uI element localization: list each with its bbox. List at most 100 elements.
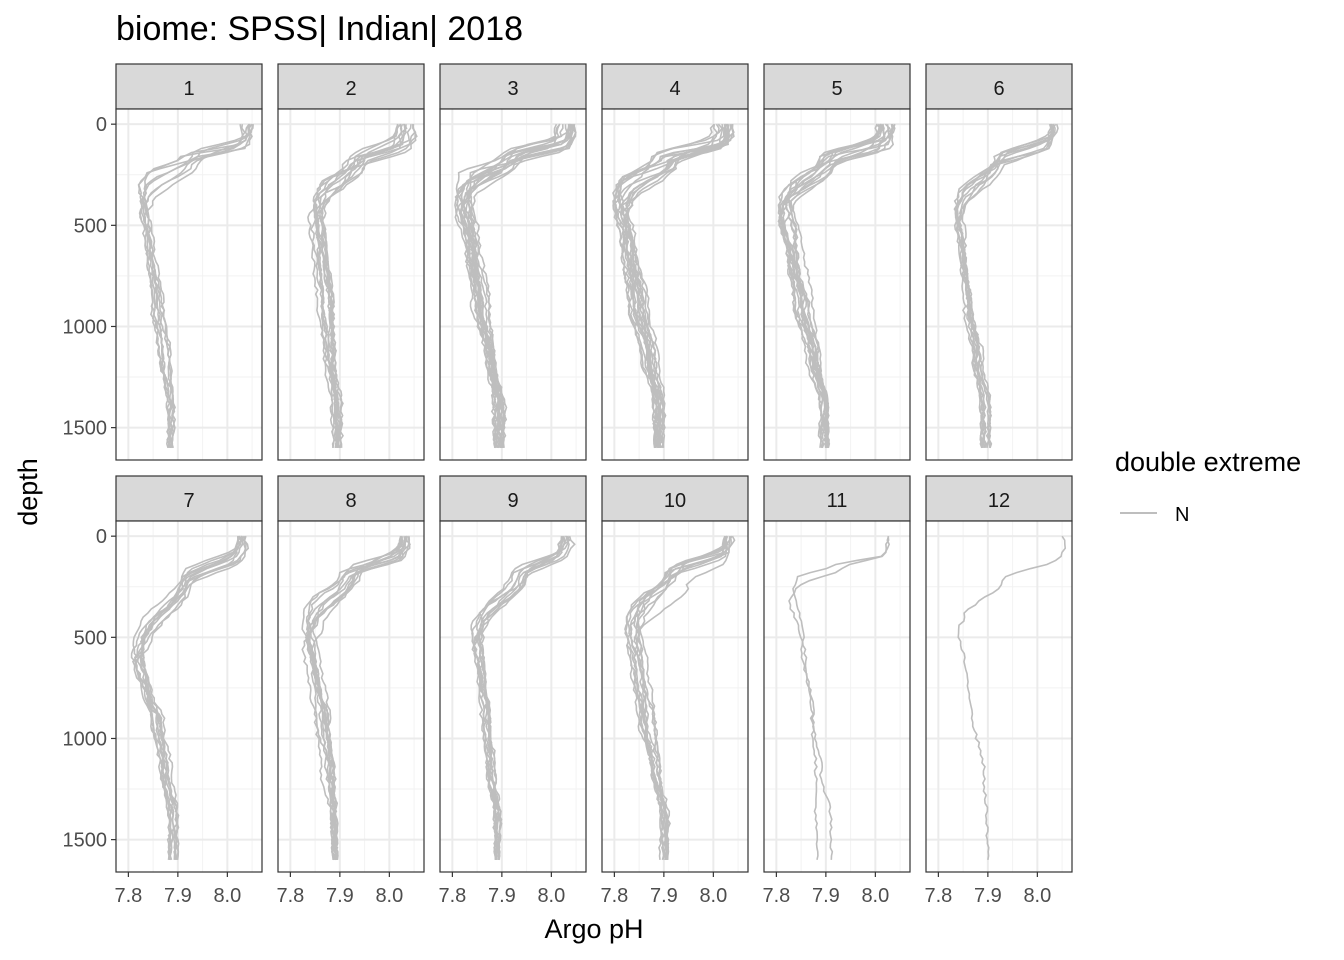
- x-tick-label: 7.9: [650, 885, 678, 907]
- panel-border: [925, 108, 1073, 461]
- profile-line: [305, 535, 404, 861]
- profile-line: [634, 536, 732, 860]
- y-tick-label: 500: [74, 215, 107, 237]
- x-tick-label: 7.9: [164, 885, 192, 907]
- x-tick-label: 8.0: [375, 885, 403, 907]
- profile-line: [618, 124, 735, 449]
- profile-line: [455, 124, 568, 449]
- x-tick-label: 7.9: [974, 885, 1002, 907]
- x-tick-label: 7.9: [812, 885, 840, 907]
- facet-panel-10: 10 7.8 7.9 8.0: [600, 475, 749, 907]
- profile-line: [622, 124, 730, 449]
- facet-strip-label: 6: [993, 78, 1004, 100]
- panel-background: [278, 109, 424, 460]
- facet-panel-11: 11 7.8 7.9 8.0: [762, 475, 911, 907]
- y-axis-title: depth: [13, 458, 43, 526]
- profile-line: [953, 123, 1057, 449]
- panel-border: [601, 108, 749, 461]
- facet-strip-label: 12: [988, 490, 1010, 512]
- panel-background: [764, 521, 910, 872]
- profile-line: [454, 123, 572, 448]
- x-tick-label: 7.8: [762, 885, 790, 907]
- x-tick-label: 7.9: [326, 885, 354, 907]
- legend-label-n: N: [1175, 504, 1189, 526]
- chart-title: biome: SPSS| Indian| 2018: [116, 10, 523, 48]
- facet-panel-9: 9 7.8 7.9 8.0: [438, 475, 587, 907]
- x-tick-label: 7.8: [438, 885, 466, 907]
- panel-border: [763, 108, 911, 461]
- facet-strip: [439, 475, 587, 522]
- x-tick-label: 8.0: [213, 885, 241, 907]
- facet-strip: [115, 63, 263, 110]
- facet-strip-label: 5: [831, 78, 842, 100]
- profile-line: [625, 124, 729, 448]
- profile-line: [314, 123, 402, 448]
- profile-line: [961, 123, 1054, 448]
- profile-line: [957, 535, 1067, 861]
- profile-line: [792, 535, 891, 861]
- facet-strip-label: 10: [664, 490, 686, 512]
- facet-panel-1: 1 0 500 1000 1500: [63, 63, 263, 461]
- facet-panel-12: 12 7.8 7.9 8.0: [924, 475, 1073, 907]
- x-tick-label: 7.8: [114, 885, 142, 907]
- profile-line: [307, 124, 418, 448]
- x-axis-title: Argo pH: [544, 914, 643, 944]
- panel-border: [439, 108, 587, 461]
- profile-line: [312, 124, 399, 449]
- panel-border: [277, 520, 425, 873]
- facet-strip-label: 4: [669, 78, 680, 100]
- profile-line: [309, 124, 416, 449]
- panel-background: [116, 109, 262, 460]
- profile-line: [782, 124, 894, 449]
- y-tick-label: 1000: [63, 316, 108, 338]
- x-tick-label: 7.9: [488, 885, 516, 907]
- profile-line: [956, 123, 1056, 449]
- facet-panel-2: 2: [277, 63, 425, 461]
- profile-line: [478, 535, 576, 860]
- facet-strip-label: 11: [827, 490, 848, 512]
- profile-line: [312, 124, 407, 448]
- facet-strip: [925, 63, 1073, 110]
- x-tick-label: 7.8: [600, 885, 628, 907]
- profile-line: [784, 124, 884, 449]
- profile-line: [304, 536, 402, 861]
- facet-strip-label: 1: [183, 78, 194, 100]
- facet-strip-label: 2: [345, 78, 356, 100]
- facet-strip-label: 8: [345, 490, 356, 512]
- facet-strip-label: 3: [507, 78, 518, 100]
- facet-panel-7: 7 0 500 1000 1500 7.8 7.9 8.0: [63, 475, 263, 907]
- legend-title: double extreme: [1115, 447, 1301, 477]
- facet-panel-6: 6: [925, 63, 1073, 461]
- profile-line: [307, 536, 411, 860]
- panel-background: [926, 521, 1072, 872]
- panel-border: [115, 520, 263, 873]
- y-tick-label: 500: [74, 627, 107, 649]
- y-tick-label: 0: [96, 526, 107, 548]
- facet-strip: [277, 63, 425, 110]
- x-tick-label: 8.0: [699, 885, 727, 907]
- facet-panel-5: 5: [763, 63, 911, 461]
- facet-strip-label: 9: [507, 490, 518, 512]
- y-tick-label: 1000: [63, 728, 108, 750]
- x-tick-label: 7.8: [924, 885, 952, 907]
- profile-line: [140, 535, 242, 860]
- legend: double extreme N: [1115, 447, 1301, 526]
- panel-border: [439, 520, 587, 873]
- profile-line: [139, 123, 253, 449]
- facet-panel-8: 8 7.8 7.9 8.0: [276, 475, 425, 907]
- facet-strip-label: 7: [183, 490, 194, 512]
- panel-border: [763, 520, 911, 873]
- facet-strip: [601, 475, 749, 522]
- profile-line: [137, 124, 244, 448]
- panel-background: [278, 521, 424, 872]
- facet-panel-3: 3: [439, 63, 587, 461]
- profile-line: [954, 123, 1054, 449]
- panel-background: [764, 109, 910, 460]
- profile-line: [788, 536, 890, 860]
- profile-line: [612, 123, 724, 448]
- facet-strip: [439, 63, 587, 110]
- profile-line: [134, 535, 247, 860]
- facet-strip: [115, 475, 263, 522]
